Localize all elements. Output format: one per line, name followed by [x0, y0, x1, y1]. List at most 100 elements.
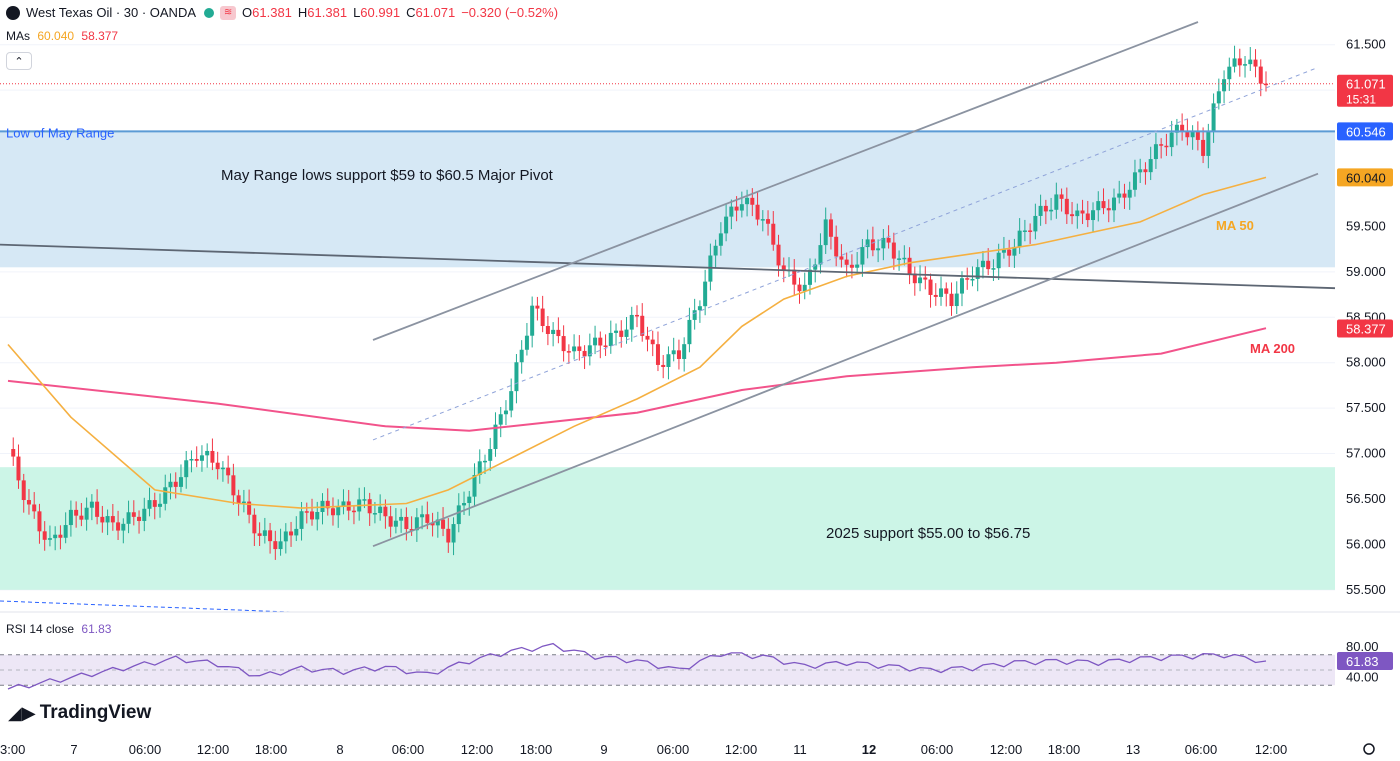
candle-body [425, 514, 430, 523]
candle [1075, 203, 1080, 229]
candle-body [1143, 169, 1148, 173]
candle-body [11, 449, 16, 457]
candle-body [1248, 59, 1253, 65]
open-label: O [242, 5, 253, 20]
x-tick-label: 8 [336, 742, 343, 757]
candle [330, 497, 335, 526]
candle-body [881, 237, 886, 249]
candle [524, 322, 529, 356]
candle [1085, 200, 1090, 228]
candle [855, 251, 860, 275]
ma200-line [7, 327, 1267, 432]
candle-body [1253, 59, 1258, 67]
candle [671, 337, 676, 362]
candle-body [750, 197, 755, 205]
candle [26, 489, 31, 515]
candle-body [828, 219, 833, 237]
candle-body [792, 269, 797, 285]
candle-body [1117, 193, 1122, 198]
candle-body [907, 257, 912, 274]
candle-body [367, 499, 372, 514]
candle [74, 501, 79, 528]
candle-body [152, 500, 157, 507]
candle [551, 322, 556, 347]
candle [870, 226, 875, 257]
candle [676, 339, 681, 370]
candle [32, 492, 37, 519]
candle-body [1038, 205, 1043, 216]
candle-body [330, 508, 335, 516]
candle-body [16, 456, 21, 481]
candle-body [351, 510, 356, 513]
candle [247, 489, 252, 524]
price-label-bg [1337, 319, 1393, 338]
collapse-legend-button[interactable]: ⌃ [6, 52, 32, 70]
candle-body [79, 515, 84, 520]
candle-body [1080, 210, 1085, 214]
candle [493, 412, 498, 457]
candle [587, 333, 592, 366]
candle [168, 473, 173, 500]
price-label-bg [1337, 168, 1393, 187]
candle [341, 489, 346, 515]
x-tick-label: 12:00 [461, 742, 494, 757]
candle-body [614, 330, 619, 333]
candle-body [980, 260, 985, 268]
candle [703, 269, 708, 316]
candle [42, 521, 47, 551]
candle-body [110, 516, 115, 523]
candle-body [289, 531, 294, 536]
candle-body [467, 496, 472, 504]
candle [1106, 199, 1111, 223]
candle [367, 492, 372, 526]
channel-mid-line [372, 66, 1319, 441]
candle-body [624, 329, 629, 337]
candle [907, 247, 912, 285]
candle-body [1148, 159, 1153, 173]
settings-gear-icon[interactable] [1363, 743, 1375, 755]
candle-body [797, 284, 802, 292]
candle-body [1206, 131, 1211, 156]
tradingview-logo[interactable]: ◢▶ TradingView [8, 702, 151, 724]
candle-body [718, 233, 723, 246]
candle-body [509, 391, 514, 411]
candle-body [603, 345, 608, 348]
candle [897, 250, 902, 271]
candle [441, 507, 446, 537]
candle-body [430, 522, 435, 526]
candle-body [802, 284, 807, 292]
candle-body [1054, 194, 1059, 210]
price-label-text: 60.546 [1346, 124, 1386, 139]
candle-body [74, 509, 79, 516]
rsi-legend[interactable]: RSI 14 close 61.83 [6, 622, 111, 636]
candle-body [1001, 249, 1006, 253]
candle-body [215, 462, 220, 470]
candle-body [1185, 130, 1190, 138]
candle [11, 437, 16, 466]
candle [89, 494, 94, 521]
candle-body [566, 351, 571, 353]
candle [205, 443, 210, 468]
candle [467, 490, 472, 516]
candle [666, 346, 671, 380]
candle [95, 489, 100, 525]
candle-body [210, 450, 215, 463]
candle [944, 282, 949, 307]
candle [194, 446, 199, 468]
candle [603, 334, 608, 356]
candle [902, 245, 907, 266]
countdown-text: 15:31 [1346, 93, 1376, 107]
candle [655, 331, 660, 372]
mas-legend[interactable]: MAs 60.040 58.377 [6, 29, 118, 43]
x-tick-label: 3:00 [0, 742, 25, 757]
candle [184, 450, 189, 489]
candle-body [482, 460, 487, 463]
symbol-title[interactable]: West Texas Oil · 30 · OANDA [26, 5, 197, 20]
candle-body [1264, 83, 1268, 86]
candle-body [986, 260, 991, 270]
candle [561, 325, 566, 362]
